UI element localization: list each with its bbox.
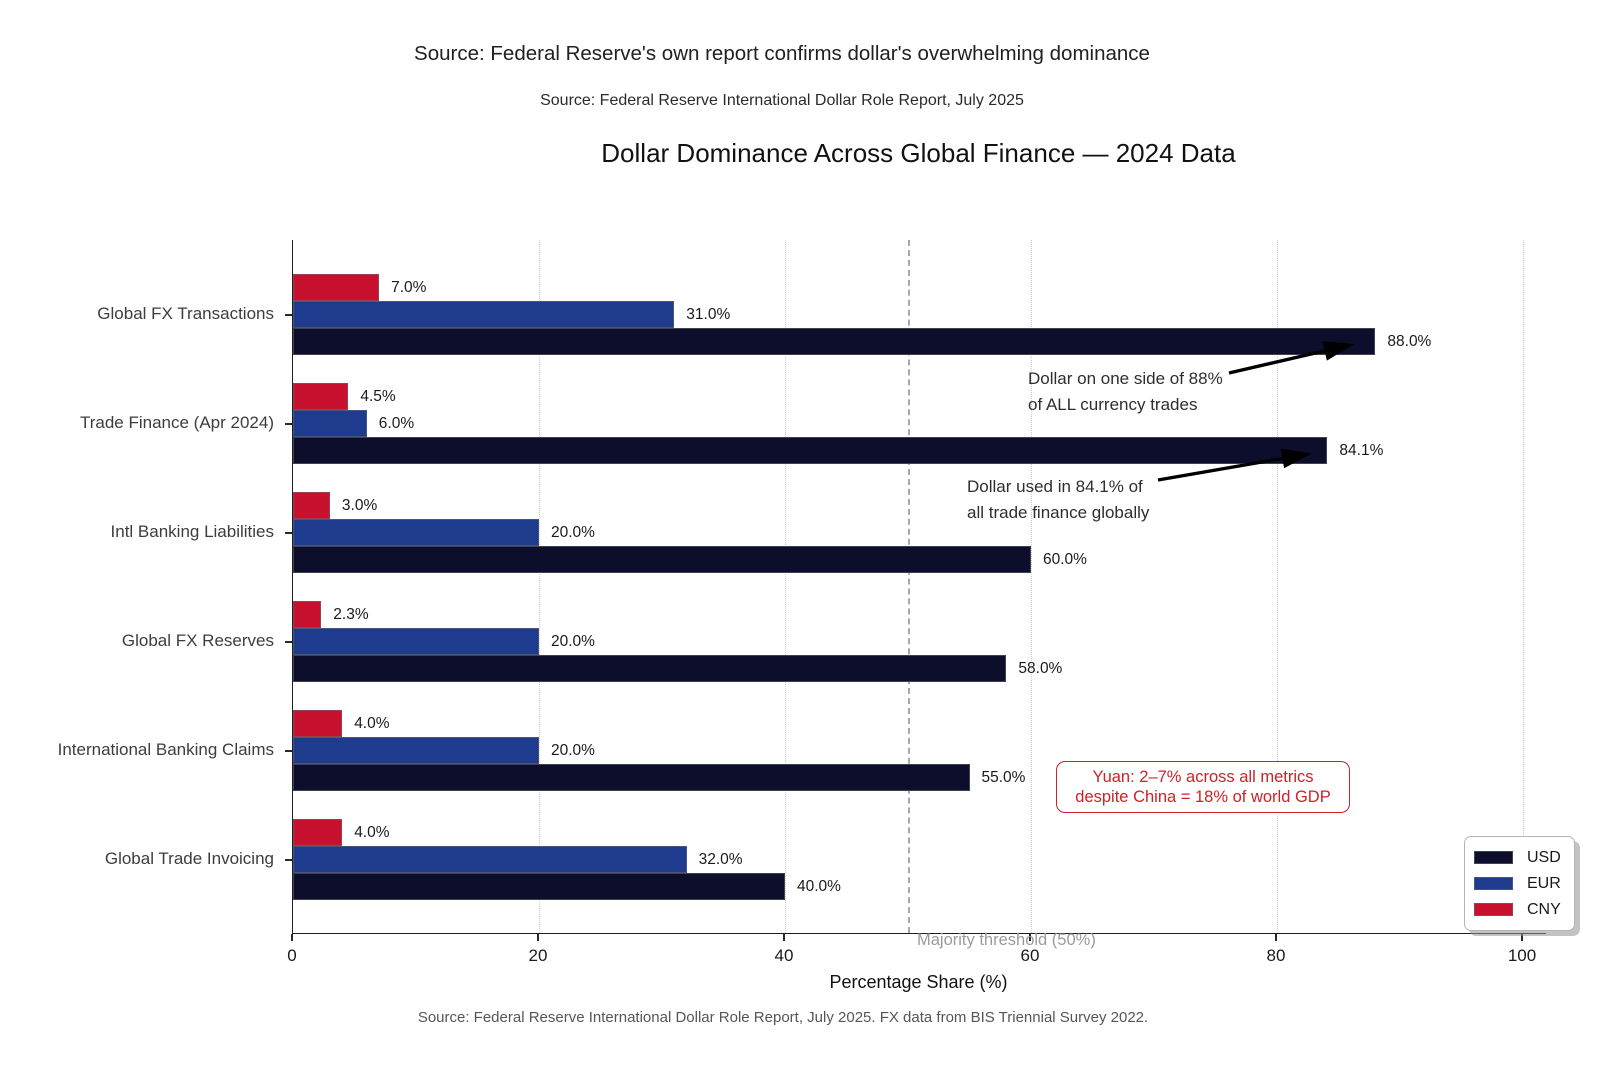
x-tick-label-100: 100 (1507, 946, 1537, 965)
bar-value-label-eur-1: 6.0% (378, 414, 415, 432)
x-tick-40 (783, 934, 785, 941)
annotation-fx: Dollar on one side of 88% of ALL currenc… (1028, 366, 1223, 418)
x-tick-label-20: 20 (528, 946, 548, 965)
x-tick-label-0: 0 (287, 946, 297, 965)
x-tick-label-40: 40 (774, 946, 794, 965)
header-source-report: Source: Federal Reserve International Do… (540, 92, 1024, 109)
legend: USD EUR CNY (1464, 836, 1575, 931)
bar-eur-1 (293, 409, 367, 437)
bar-usd-2 (293, 545, 1031, 573)
yuan-callout-box: Yuan: 2–7% across all metrics despite Ch… (1056, 761, 1350, 813)
bar-eur-3 (293, 627, 539, 655)
bar-eur-4 (293, 736, 539, 764)
bar-value-label-eur-0: 31.0% (686, 305, 731, 323)
legend-label-eur: EUR (1527, 874, 1561, 892)
bar-cny-3 (293, 600, 322, 628)
x-tick-0 (291, 934, 293, 941)
bar-usd-4 (293, 763, 970, 791)
gridline-40 (785, 240, 786, 933)
legend-swatch-usd (1474, 851, 1513, 864)
bar-value-label-usd-5: 40.0% (797, 877, 841, 895)
bar-cny-4 (293, 709, 343, 737)
bar-value-label-cny-5: 4.0% (354, 823, 390, 841)
bar-value-label-cny-2: 3.0% (341, 496, 378, 514)
bar-value-label-cny-1: 4.5% (360, 387, 396, 405)
annotation-fx-line1: Dollar on one side of 88% (1028, 369, 1223, 388)
x-axis-label: Percentage Share (%) (829, 972, 1008, 992)
bar-value-label-cny-4: 4.0% (354, 714, 390, 732)
y-tick-3 (285, 641, 292, 643)
category-label-2: Intl Banking Liabilities (110, 522, 274, 541)
y-tick-4 (285, 750, 292, 752)
bar-value-label-usd-4: 55.0% (981, 768, 1026, 786)
x-tick-label-80: 80 (1266, 946, 1286, 965)
bar-cny-0 (293, 273, 380, 301)
plot-area: 88.0% 84.1% 60.0% 58.0% 55.0% 40.0% 31.0% 6.0% 2… (292, 240, 1546, 934)
legend-swatch-eur (1474, 877, 1513, 890)
category-label-3: Global FX Reserves (121, 631, 274, 650)
bar-cny-5 (293, 818, 343, 846)
gridline-100 (1523, 240, 1524, 933)
annotation-trade-line2: all trade finance globally (967, 503, 1150, 522)
bar-value-label-cny-3: 2.3% (333, 605, 369, 623)
bar-value-label-usd-0: 88.0% (1387, 332, 1432, 350)
bar-usd-0 (293, 327, 1376, 355)
annotation-trade: Dollar used in 84.1% of all trade financ… (967, 474, 1149, 526)
gridline-20 (539, 240, 540, 933)
bar-usd-5 (293, 872, 785, 900)
threshold-label: Majority threshold (50%) (917, 931, 1096, 949)
bar-value-label-usd-2: 60.0% (1043, 550, 1087, 568)
x-tick-80 (1275, 934, 1277, 941)
legend-row-usd: USD (1465, 849, 1574, 867)
legend-swatch-cny (1474, 903, 1513, 916)
bar-cny-1 (293, 382, 349, 410)
bar-eur-0 (293, 300, 675, 328)
bar-usd-1 (293, 436, 1328, 464)
bar-value-label-eur-3: 20.0% (551, 632, 595, 650)
legend-label-usd: USD (1527, 848, 1561, 866)
bar-value-label-cny-0: 7.0% (391, 278, 427, 296)
x-tick-60 (1029, 934, 1031, 941)
x-tick-20 (537, 934, 539, 941)
yuan-callout-line2: despite China = 18% of world GDP (1075, 788, 1331, 806)
y-tick-2 (285, 532, 292, 534)
legend-label-cny: CNY (1527, 900, 1561, 918)
gridline-60 (1031, 240, 1032, 933)
bar-value-label-eur-4: 20.0% (551, 741, 595, 759)
category-label-1: Trade Finance (Apr 2024) (79, 413, 274, 432)
y-tick-1 (285, 423, 292, 425)
footer-source: Source: Federal Reserve International Do… (417, 1009, 1149, 1026)
legend-row-cny: CNY (1465, 901, 1574, 919)
bar-eur-2 (293, 518, 539, 546)
bar-value-label-usd-1: 84.1% (1339, 441, 1384, 459)
yuan-callout-line1: Yuan: 2–7% across all metrics (1092, 768, 1314, 786)
bar-value-label-eur-2: 20.0% (551, 523, 595, 541)
bar-cny-2 (293, 491, 330, 519)
bar-eur-5 (293, 845, 687, 873)
category-label-0: Global FX Transactions (97, 304, 274, 323)
header-source-claim: Source: Federal Reserve's own report con… (414, 42, 1150, 65)
chart-title: Dollar Dominance Across Global Finance —… (601, 138, 1236, 168)
bar-value-label-eur-5: 32.0% (698, 850, 743, 868)
y-tick-5 (285, 859, 292, 861)
legend-row-eur: EUR (1465, 875, 1574, 893)
gridline-80 (1277, 240, 1278, 933)
majority-threshold-line (908, 240, 910, 933)
category-label-5: Global Trade Invoicing (104, 849, 274, 868)
annotation-trade-line1: Dollar used in 84.1% of (967, 477, 1143, 496)
y-tick-0 (285, 314, 292, 316)
bar-usd-3 (293, 654, 1007, 682)
annotation-fx-line2: of ALL currency trades (1028, 395, 1198, 414)
category-label-4: International Banking Claims (57, 740, 274, 759)
x-tick-label-60: 60 (1020, 946, 1040, 965)
bar-value-label-usd-3: 58.0% (1018, 659, 1063, 677)
x-tick-100 (1521, 934, 1523, 941)
